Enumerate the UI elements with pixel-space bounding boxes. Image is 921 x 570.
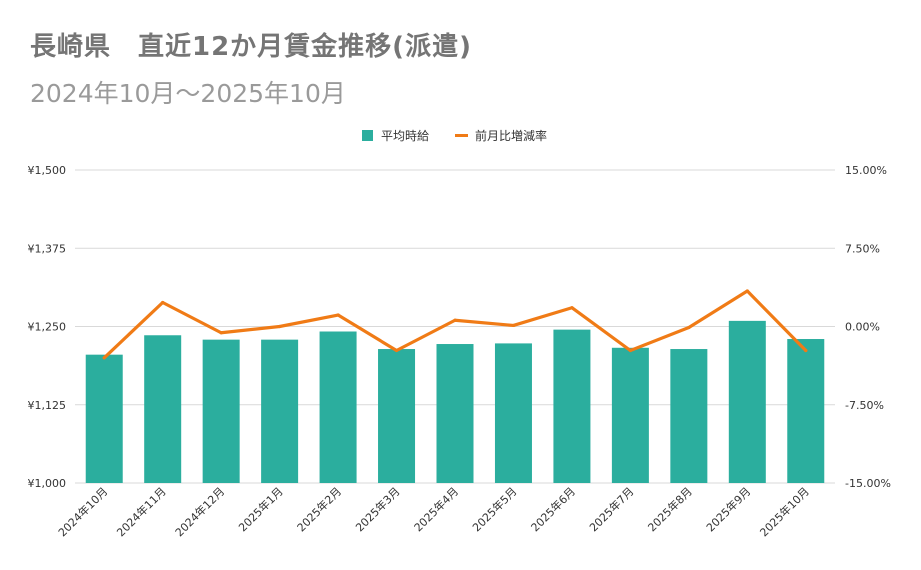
x-tick-label: 2025年5月 [469, 484, 519, 534]
x-tick-label: 2025年4月 [411, 484, 461, 534]
x-tick-label: 2025年7月 [586, 484, 636, 534]
line-point [804, 348, 808, 353]
x-tick-label: 2025年10月 [757, 484, 812, 539]
bar [787, 339, 825, 483]
x-tick-label: 2024年12月 [172, 484, 227, 539]
y-right-tick-label: -15.00% [845, 477, 891, 490]
legend-swatch-bar [362, 130, 373, 141]
y-left-tick-label: ¥1,500 [28, 164, 67, 177]
legend-label-bar: 平均時給 [381, 129, 429, 143]
line-point [102, 356, 106, 360]
bar [436, 344, 474, 483]
line-point [687, 325, 691, 330]
bar [728, 320, 766, 483]
y-left-tick-label: ¥1,125 [28, 399, 67, 412]
bar [202, 339, 240, 483]
line-point [511, 323, 516, 328]
chart-title: 長崎県 直近12か月賃金推移(派遣) [30, 32, 472, 62]
x-tick-label: 2025年2月 [294, 484, 344, 534]
line-point [745, 289, 749, 293]
bar [144, 335, 182, 483]
line-point [394, 348, 399, 353]
x-tick-label: 2024年11月 [114, 484, 169, 539]
line-point [570, 306, 574, 310]
x-tick-label: 2025年8月 [645, 484, 695, 534]
bar [553, 329, 591, 483]
bar [85, 354, 123, 483]
bar [494, 343, 532, 483]
x-tick-label: 2025年3月 [352, 484, 402, 534]
line-point [453, 318, 457, 322]
y-right-tick-label: 15.00% [845, 164, 887, 177]
legend-label-line: 前月比増減率 [475, 128, 547, 143]
line-point [336, 313, 340, 317]
y-left-tick-label: ¥1,000 [28, 477, 67, 490]
chart-subtitle: 2024年10月～2025年10月 [30, 79, 346, 108]
bar [261, 339, 299, 483]
bar [670, 349, 708, 483]
line-point [219, 331, 223, 335]
y-right-tick-label: 7.50% [845, 242, 880, 255]
y-right-tick-label: 0.00% [845, 321, 880, 334]
x-tick-label: 2025年1月 [236, 484, 286, 534]
x-tick-label: 2025年9月 [703, 484, 753, 534]
bar [378, 349, 416, 483]
line-point [278, 324, 282, 329]
y-left-tick-label: ¥1,250 [28, 321, 67, 334]
line-point [628, 348, 632, 353]
x-tick-label: 2024年10月 [55, 484, 110, 539]
bar [319, 331, 357, 483]
bar [611, 347, 649, 483]
line-point [161, 300, 165, 305]
y-right-tick-label: -7.50% [845, 399, 884, 412]
y-left-tick-label: ¥1,375 [28, 242, 67, 255]
x-tick-label: 2025年6月 [528, 484, 578, 534]
